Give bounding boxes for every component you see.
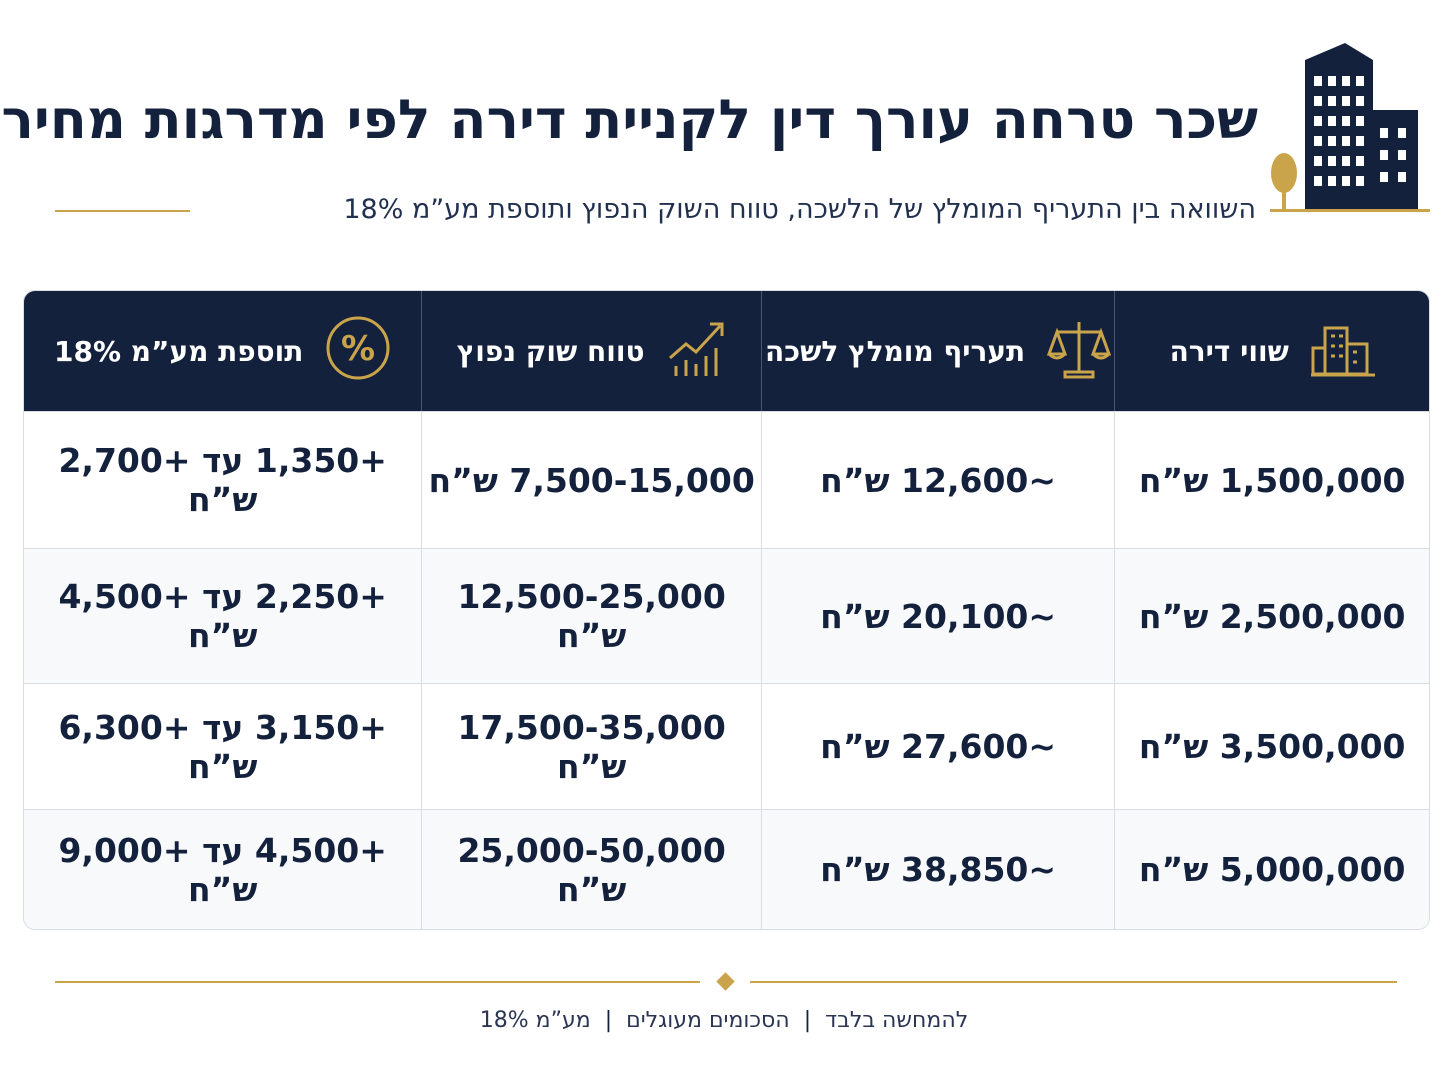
footer-note: הסכומים מעוגלים bbox=[626, 1008, 790, 1033]
table-cell: 3,500,000 ש”ח bbox=[1114, 683, 1429, 809]
header-icon bbox=[666, 318, 726, 385]
header-icon bbox=[1310, 318, 1375, 385]
table-cell: ~12,600 ש”ח bbox=[760, 411, 1115, 548]
footer-note: מע”מ 18% bbox=[479, 1008, 591, 1033]
fee-table: שווי דירה תעריף מומלץ לשכה טווח שוק נפוץ% ת… bbox=[23, 290, 1430, 930]
svg-text:%: % bbox=[341, 329, 375, 369]
title: שכר טרחה עורך דין לקניית דירה לפי מדרגות… bbox=[1, 88, 1258, 151]
header-cell: שווי דירה bbox=[1115, 318, 1429, 385]
table-cell: 12,500-25,000 ש”ח bbox=[421, 548, 761, 683]
header-text: שווי דירה bbox=[1169, 334, 1289, 368]
table-cell: ~20,100 ש”ח bbox=[760, 548, 1115, 683]
header-text: תוספת מע”מ 18% bbox=[54, 334, 304, 368]
table-cell: 25,000-50,000 ש”ח bbox=[421, 809, 761, 929]
building-icon bbox=[1270, 43, 1430, 212]
column-header: שווי דירה bbox=[1114, 291, 1429, 411]
table-cell: 2,500,000 ש”ח bbox=[1114, 548, 1429, 683]
table-row: 2,500,000 ש”ח ~20,100 ש”ח 12,500-25,000 ש”… bbox=[24, 548, 1429, 683]
table-cell: 1,500,000 ש”ח bbox=[1114, 411, 1429, 548]
footer-note: להמחשה בלבד bbox=[825, 1008, 969, 1033]
icon: % bbox=[326, 316, 390, 379]
divider bbox=[55, 210, 190, 212]
subtitle: השוואה בין התעריף המומלץ של הלשכה, טווח … bbox=[343, 194, 1256, 225]
table-cell: 17,500-35,000 ש”ח bbox=[421, 683, 761, 809]
table-cell: +3,150 עד +6,300 ש”ח bbox=[24, 683, 422, 809]
header-text: תעריף מומלץ לשכה bbox=[765, 334, 1026, 368]
table-row: 3,500,000 ש”ח ~27,600 ש”ח 17,500-35,000 ש”… bbox=[24, 683, 1429, 809]
table-cell: 7,500-15,000 ש”ח bbox=[421, 411, 761, 548]
icon bbox=[669, 322, 724, 376]
table-cell: +1,350 עד +2,700 ש”ח bbox=[24, 411, 422, 548]
header-text: טווח שוק נפוץ bbox=[456, 334, 645, 368]
separator: | bbox=[604, 1008, 613, 1033]
table-row: 5,000,000 ש”ח ~38,850 ש”ח 25,000-50,000 ש”… bbox=[24, 809, 1429, 929]
column-header: תעריף מומלץ לשכה bbox=[760, 291, 1115, 411]
column-header: טווח שוק נפוץ bbox=[421, 291, 761, 411]
header-cell: תעריף מומלץ לשכה bbox=[762, 316, 1115, 387]
table-row: 1,500,000 ש”ח ~12,600 ש”ח 7,500-15,000 ש”ח… bbox=[24, 411, 1429, 548]
table-cell: 5,000,000 ש”ח bbox=[1114, 809, 1429, 929]
column-header: % תוספת מע”מ 18% bbox=[24, 291, 422, 411]
table-cell: +2,250 עד +4,500 ש”ח bbox=[24, 548, 422, 683]
header-cell: % תוספת מע”מ 18% bbox=[24, 315, 421, 388]
icon bbox=[1310, 326, 1375, 376]
separator: | bbox=[803, 1008, 812, 1033]
header-icon: % bbox=[325, 315, 391, 388]
footer: להמחשה בלבד | הסכומים מעוגלים | מע”מ 18% bbox=[0, 1008, 1448, 1033]
footer-divider bbox=[55, 972, 1397, 991]
table-cell: ~38,850 ש”ח bbox=[760, 809, 1115, 929]
header-cell: טווח שוק נפוץ bbox=[422, 318, 760, 385]
table-cell: ~27,600 ש”ח bbox=[760, 683, 1115, 809]
icon bbox=[1047, 321, 1112, 378]
header-icon bbox=[1047, 316, 1112, 387]
table-cell: +4,500 עד +9,000 ש”ח bbox=[24, 809, 422, 929]
